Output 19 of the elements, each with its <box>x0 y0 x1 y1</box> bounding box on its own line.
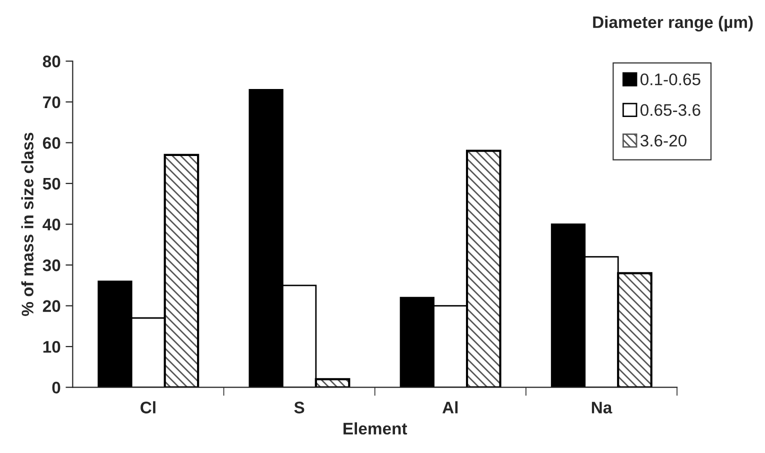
y-tick-label: 60 <box>42 137 60 149</box>
x-tick-label: Na <box>592 402 612 414</box>
y-axis-title: % of mass in size class <box>21 132 34 316</box>
legend-label: 3.6-20 <box>640 134 686 147</box>
y-tick-label: 80 <box>42 56 60 68</box>
x-tick-label: Cl <box>140 401 156 414</box>
x-axis-title: Element <box>344 422 408 435</box>
x-tick-label: S <box>294 402 304 414</box>
legend-title: Diameter range (µm) <box>593 16 753 32</box>
x-tick-label: Al <box>442 401 458 414</box>
y-tick-label: 70 <box>43 96 60 108</box>
legend-label: 0.65-3.6 <box>640 104 700 116</box>
y-tick-label: 40 <box>42 218 60 230</box>
legend-label: 0.1-0.65 <box>640 73 700 86</box>
y-tick-label: 10 <box>43 340 60 353</box>
y-tick-label: 20 <box>42 300 60 312</box>
y-tick-label: 30 <box>42 259 60 272</box>
y-tick-label: 50 <box>42 178 60 190</box>
y-tick-label: 0 <box>52 382 60 394</box>
